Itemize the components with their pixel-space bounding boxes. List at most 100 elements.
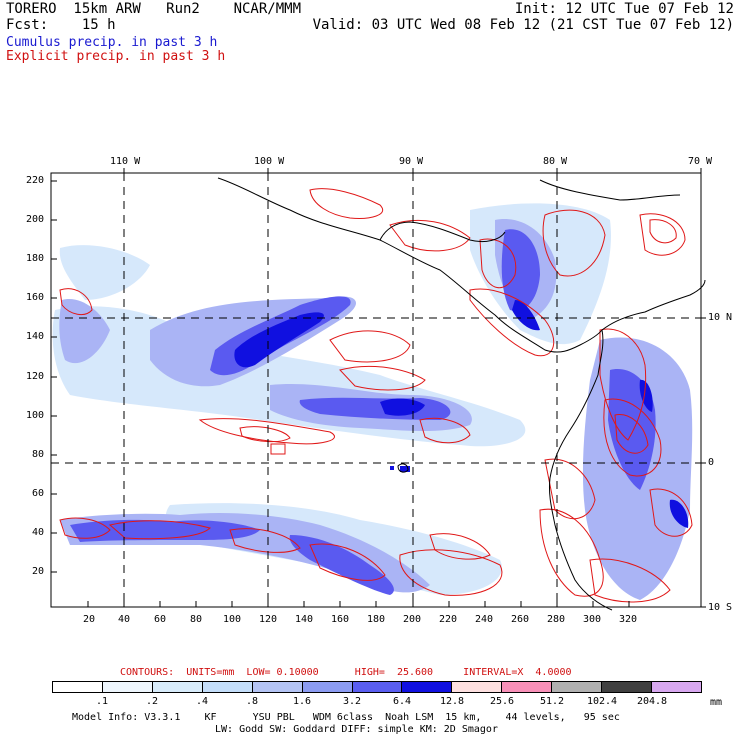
coastline-gulf — [379, 221, 506, 243]
explicit-contour — [469, 288, 555, 357]
model-title: TORERO 15km ARW Run2 NCAR/MMM — [6, 1, 302, 17]
colorbar-label: .2 — [145, 696, 159, 707]
explicit-contour — [339, 365, 426, 391]
colorbar-label: 51.2 — [539, 696, 565, 707]
explicit-contour — [239, 426, 291, 443]
colorbar-swatch — [102, 682, 153, 692]
colorbar-swatch — [352, 682, 403, 692]
colorbar-label: 204.8 — [636, 696, 668, 707]
lat-label-10n: 10 N — [708, 312, 733, 323]
lon-label-70w: 70 W — [688, 156, 713, 167]
x-tick: 280 — [547, 614, 566, 625]
y-tick: 40 — [32, 527, 45, 538]
colorbar-label: 3.2 — [342, 696, 362, 707]
legend-explicit: Explicit precip. in past 3 h — [6, 49, 226, 64]
colorbar-swatch — [502, 682, 553, 692]
cumulus-area-light — [59, 299, 110, 364]
valid-time: Valid: 03 UTC Wed 08 Feb 12 (21 CST Tue … — [312, 17, 734, 33]
x-tick: 220 — [439, 614, 458, 625]
x-tick: 60 — [154, 614, 167, 625]
explicit-contour — [603, 398, 662, 477]
explicit-contour — [539, 508, 604, 597]
y-tick: 220 — [26, 175, 45, 186]
colorbar-unit: mm — [710, 697, 723, 708]
explicit-contour — [544, 458, 596, 520]
cumulus-core-dark — [639, 379, 653, 412]
coastline-central-america — [217, 177, 603, 353]
colorbar-label: .8 — [245, 696, 259, 707]
colorbar-label: 6.4 — [392, 696, 412, 707]
lon-label-100w: 100 W — [254, 156, 285, 167]
init-time: Init: 12 UTC Tue 07 Feb 12 — [514, 1, 734, 17]
model-physics: LW: Godd SW: Goddard DIFF: simple KM: 2D… — [215, 724, 498, 735]
x-tick: 200 — [403, 614, 422, 625]
x-tick: 260 — [511, 614, 530, 625]
latlon-grid — [51, 173, 701, 607]
cumulus-area-mid — [501, 229, 540, 311]
y-tick: 180 — [26, 253, 45, 264]
y-tick: 80 — [32, 449, 45, 460]
y-tick: 200 — [26, 214, 45, 225]
coastline-caribbean-islands — [539, 179, 681, 201]
y-tick: 160 — [26, 292, 45, 303]
x-tick: 40 — [118, 614, 131, 625]
model-info: Model Info: V3.3.1 KF YSU PBL WDM 6class… — [72, 712, 620, 723]
colorbar-swatch — [152, 682, 203, 692]
cumulus-core-dark — [380, 398, 425, 416]
x-tick: 140 — [295, 614, 314, 625]
explicit-contour — [59, 517, 111, 539]
x-tick: 100 — [223, 614, 242, 625]
colorbar-swatch — [552, 682, 603, 692]
colorbar-label: 102.4 — [586, 696, 618, 707]
lat-label-0: 0 — [708, 457, 715, 468]
bottom-ticks — [87, 601, 630, 607]
x-tick: 160 — [331, 614, 350, 625]
colorbar-label: .1 — [95, 696, 109, 707]
lon-label-110w: 110 W — [110, 156, 141, 167]
colorbar-label: 1.6 — [292, 696, 312, 707]
explicit-contour — [429, 533, 491, 560]
x-tick: 300 — [583, 614, 602, 625]
cumulus-core-dark — [669, 499, 689, 528]
explicit-contour — [479, 238, 517, 288]
lon-label-90w: 90 W — [399, 156, 424, 167]
explicit-contour — [649, 488, 693, 537]
y-tick: 60 — [32, 488, 45, 499]
explicit-contour — [309, 188, 383, 219]
cumulus-precip-field — [52, 203, 693, 600]
cumulus-core-dark — [512, 300, 540, 331]
x-tick: 120 — [259, 614, 278, 625]
plot-frame — [50, 168, 706, 608]
explicit-contour — [639, 213, 686, 256]
colorbar-swatch — [252, 682, 303, 692]
contours-info: CONTOURS: UNITS=mm LOW= 0.10000 HIGH= 25… — [120, 667, 572, 678]
lat-label-10s: 10 S — [708, 602, 733, 613]
x-tick: 320 — [619, 614, 638, 625]
y-tick: 120 — [26, 371, 45, 382]
colorbar-swatch — [302, 682, 353, 692]
colorbar-swatch — [452, 682, 503, 692]
colorbar-swatch — [602, 682, 653, 692]
y-tick: 140 — [26, 331, 45, 342]
y-tick: 20 — [32, 566, 45, 577]
right-ticks — [701, 317, 706, 608]
explicit-contour — [589, 558, 671, 603]
cumulus-area-mid — [70, 519, 260, 542]
explicit-contour — [198, 418, 335, 445]
legend-cumulus: Cumulus precip. in past 3 h — [6, 35, 218, 50]
explicit-contour — [542, 209, 606, 277]
x-tick: 20 — [83, 614, 96, 625]
cumulus-cell — [390, 466, 394, 470]
x-tick: 80 — [190, 614, 203, 625]
forecast-hour: Fcst: 15 h — [6, 17, 116, 33]
explicit-contour — [59, 288, 93, 316]
colorbar-label: 12.8 — [439, 696, 465, 707]
explicit-box — [270, 443, 286, 455]
coastline-galapagos — [397, 463, 409, 473]
cumulus-core-dark — [234, 312, 324, 368]
top-ticks — [123, 168, 702, 173]
explicit-contour — [389, 219, 471, 252]
x-tick: 240 — [475, 614, 494, 625]
cumulus-area-faint — [59, 245, 150, 300]
